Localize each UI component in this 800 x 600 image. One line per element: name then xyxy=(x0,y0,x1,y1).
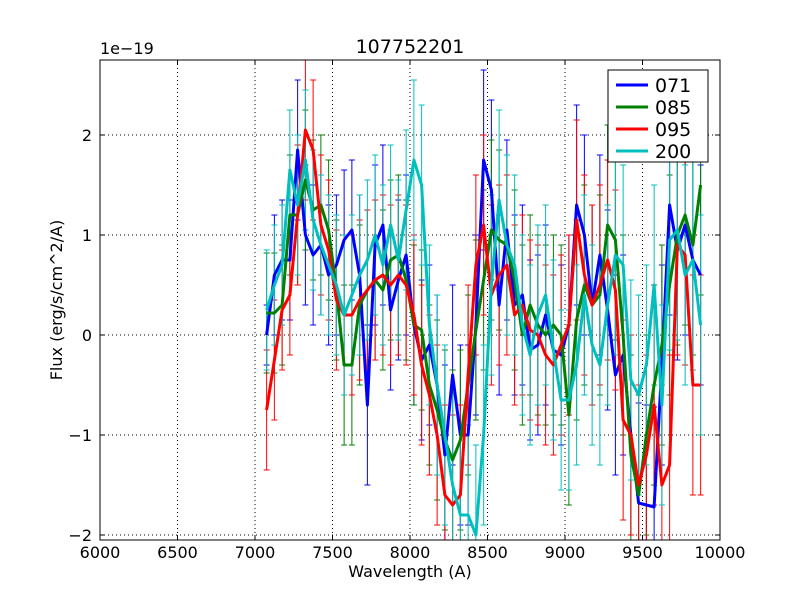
y-tick-label: −1 xyxy=(68,426,92,445)
x-axis-label: Wavelength (A) xyxy=(348,562,471,581)
y-tick-label: 0 xyxy=(82,326,92,345)
y-axis-label: Flux (erg/s/cm^2/A) xyxy=(47,220,66,381)
y-tick-label: 1 xyxy=(82,226,92,245)
legend-label-200: 200 xyxy=(655,141,691,163)
legend-label-085: 085 xyxy=(655,97,691,119)
series-line-200 xyxy=(265,158,703,537)
legend-label-071: 071 xyxy=(655,75,691,97)
x-tick-label: 10000 xyxy=(695,543,746,562)
series-layer xyxy=(263,60,704,540)
axis-ticks: 6000 6500 7000 7500 8000 8500 9000 9500 10000 −2 −… xyxy=(68,60,745,562)
y-tick-label: 2 xyxy=(82,126,92,145)
x-tick-label: 8000 xyxy=(390,543,431,562)
x-tick-label: 9000 xyxy=(545,543,586,562)
chart-title: 107752201 xyxy=(356,36,465,58)
x-tick-label: 7500 xyxy=(312,543,353,562)
legend-label-095: 095 xyxy=(655,119,691,141)
x-tick-label: 7000 xyxy=(235,543,276,562)
x-tick-label: 9500 xyxy=(622,543,663,562)
x-tick-label: 6000 xyxy=(80,543,121,562)
x-tick-label: 8500 xyxy=(467,543,508,562)
y-tick-label: −2 xyxy=(68,526,92,545)
y-axis-offset-text: 1e−19 xyxy=(100,39,154,58)
series-line-085 xyxy=(266,178,703,497)
x-tick-label: 6500 xyxy=(157,543,198,562)
series-line-095 xyxy=(265,128,701,507)
